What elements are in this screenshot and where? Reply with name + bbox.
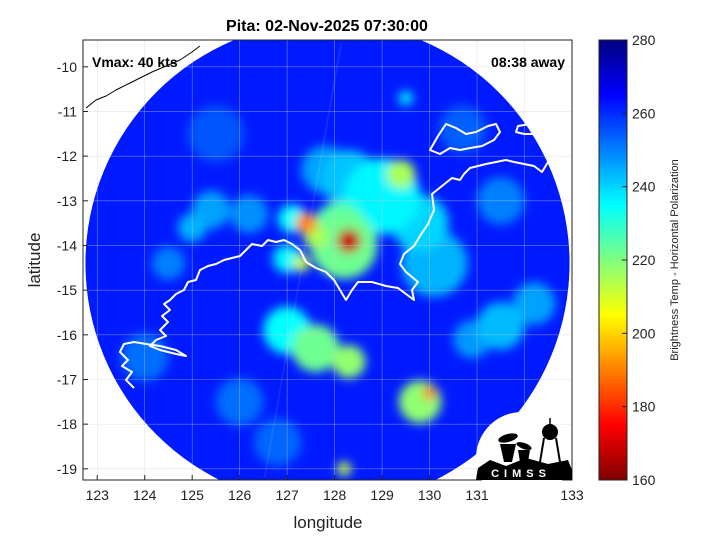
tb-feature-20 [512, 282, 556, 325]
tb-feature-14 [332, 345, 366, 379]
vmax-annotation: Vmax: 40 kts [92, 54, 178, 70]
tb-feature-19 [477, 302, 525, 350]
colorbar-tick-label-4: 200 [632, 325, 656, 341]
y-tick-label-0: -10 [57, 59, 77, 75]
tb-feature-0 [336, 229, 361, 253]
colorbar-ticks: 280 260 240 220 200 180 160 [622, 32, 656, 488]
colorbar-tick-label-1: 260 [632, 105, 656, 121]
x-tick-label-3: 126 [228, 487, 252, 503]
cimss-logo: CIMSS [476, 412, 572, 504]
x-tick-label-2: 125 [181, 487, 205, 503]
x-tick-label-7: 130 [418, 487, 442, 503]
x-tick-label-1: 124 [133, 487, 157, 503]
tb-feature-25 [151, 246, 186, 280]
colorbar-tick-label-0: 280 [632, 32, 656, 48]
y-tick-label-4: -14 [57, 237, 77, 253]
y-tick-label-1: -11 [58, 103, 77, 119]
coastline [85, 45, 571, 389]
colorbar-tick-label-3: 220 [632, 252, 656, 268]
x-tick-label-0: 123 [86, 487, 110, 503]
x-axis: 123124125126127128129130131132133 [86, 475, 584, 503]
scan-seam [263, 43, 343, 478]
coastline-gulf [299, 135, 571, 301]
y-axis: -10 -11 -12 -13 -14 -15 -16 -17 -18 -19 [57, 59, 88, 477]
colorbar-tick-label-6: 160 [632, 472, 656, 488]
tb-feature-2 [295, 212, 317, 234]
y-tick-label-8: -18 [57, 416, 77, 432]
coastline-northern-territory [119, 239, 301, 389]
x-tick-label-4: 127 [275, 487, 299, 503]
colorbar-tick-label-2: 240 [632, 179, 656, 195]
logo-text: CIMSS [491, 468, 551, 480]
colorbar: 280 260 240 220 200 180 160 Brightness Temp - … [598, 32, 681, 488]
tb-feature-15 [291, 324, 340, 372]
x-tick-label-8: 131 [465, 487, 489, 503]
brightness-features [120, 90, 556, 476]
chart-title: Pita: 02-Nov-2025 07:30:00 [226, 18, 428, 35]
y-tick-label-6: -16 [57, 327, 77, 343]
colorbar-label: Brightness Temp - Horizontal Polarizatio… [669, 159, 681, 361]
x-axis-label: longitude [293, 513, 362, 532]
microwave-swath [85, 40, 570, 480]
y-tick-label-2: -12 [57, 148, 77, 164]
axes-frame [82, 39, 573, 481]
tb-feature-32 [439, 105, 487, 154]
time-away-annotation: 08:38 away [491, 54, 565, 70]
tb-feature-12 [292, 254, 310, 272]
plot-area [83, 40, 572, 480]
x-tick-label-5: 128 [323, 487, 347, 503]
x-tick-label-10: 133 [560, 487, 584, 503]
colorbar-tick-label-5: 180 [632, 399, 656, 415]
tb-feature-33 [253, 418, 302, 466]
y-tick-label-7: -17 [57, 371, 77, 387]
coastline-melville-island [429, 123, 501, 155]
tb-feature-31 [187, 105, 245, 163]
tb-feature-7 [386, 159, 416, 189]
coastline-island-east [515, 123, 557, 137]
y-tick-label-3: -13 [57, 193, 77, 209]
coastline-timor [85, 45, 201, 109]
x-tick-label-6: 129 [370, 487, 394, 503]
y-axis-label: latitude [25, 233, 44, 288]
y-tick-label-5: -15 [57, 282, 77, 298]
tb-feature-27 [398, 90, 413, 106]
y-tick-label-9: -19 [57, 461, 77, 477]
tb-feature-18 [398, 380, 442, 424]
